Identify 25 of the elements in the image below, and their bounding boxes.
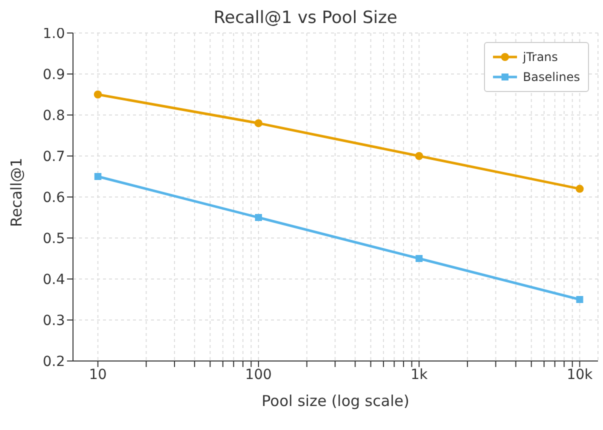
x-tick-label: 10 — [88, 366, 107, 383]
x-axis-title: Pool size (log scale) — [262, 392, 410, 410]
y-tick-label: 0.8 — [42, 108, 65, 124]
point — [415, 152, 424, 160]
y-tick-label: 0.7 — [42, 148, 65, 165]
y-tick-label: 0.2 — [42, 354, 65, 370]
x-tick-label: 10k — [566, 366, 594, 383]
x-tick-label: 1k — [410, 366, 428, 383]
point — [254, 119, 262, 128]
y-tick-label: 0.6 — [42, 190, 66, 206]
y-tick-label: 0.9 — [42, 66, 65, 83]
point — [254, 214, 262, 221]
point — [416, 255, 423, 262]
point — [94, 173, 102, 180]
y-tick-label: 0.3 — [42, 312, 65, 329]
legend-label: Baselines — [522, 70, 580, 84]
x-tick-label: 100 — [245, 366, 272, 383]
point — [576, 296, 584, 303]
point — [576, 184, 584, 193]
point — [94, 90, 102, 98]
chart-title: Recall@1 vs Pool Size — [214, 8, 398, 28]
y-tick-label: 0.5 — [42, 230, 65, 247]
legend-label: jTrans — [522, 50, 558, 64]
y-axis-title: Recall@1 — [7, 158, 26, 227]
y-tick-label: 0.4 — [42, 272, 66, 288]
